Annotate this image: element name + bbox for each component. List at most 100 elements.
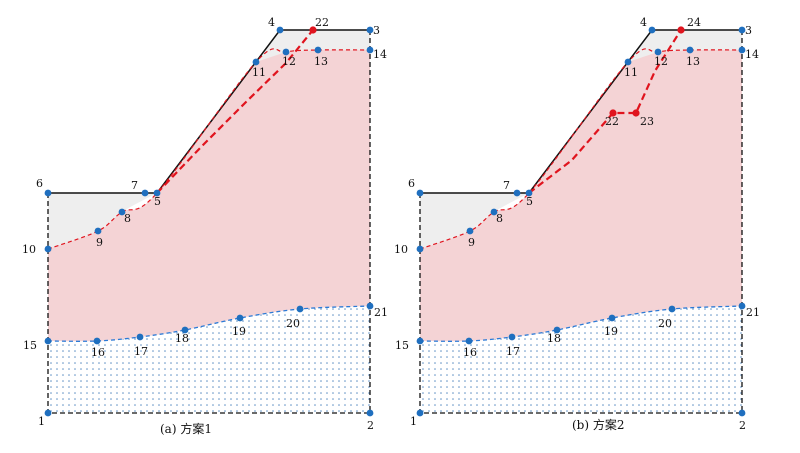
panel-caption: (b) 方案2 (572, 417, 625, 432)
slip-surface-line (528, 29, 682, 194)
outer-dashed-boundary (47, 30, 371, 414)
node-2 (366, 409, 374, 417)
node-10 (44, 245, 52, 253)
node-15 (416, 337, 424, 345)
node-6 (416, 189, 424, 197)
node-16 (93, 337, 101, 345)
node-6 (44, 189, 52, 197)
node-20 (668, 305, 676, 313)
node-label-14: 14 (745, 48, 759, 61)
node-label-9: 9 (96, 236, 103, 249)
node-label-12: 12 (282, 55, 296, 68)
node-5 (525, 189, 533, 197)
upper-layer-boundary (419, 48, 743, 250)
node-label-13: 13 (686, 55, 700, 68)
red-node-22 (609, 109, 617, 117)
node-12 (282, 48, 290, 56)
node-label-8: 8 (124, 212, 131, 225)
node-label-4: 4 (268, 16, 275, 29)
node-label-11: 11 (624, 66, 638, 79)
node-label-2: 2 (367, 419, 374, 432)
node-label-11: 11 (252, 66, 266, 79)
red-node-label-23: 23 (640, 115, 654, 128)
node-label-20: 20 (658, 317, 672, 330)
node-label-18: 18 (175, 332, 189, 345)
node-1 (416, 409, 424, 417)
node-17 (508, 333, 516, 341)
node-label-10: 10 (394, 243, 408, 256)
node-12 (654, 48, 662, 56)
node-label-19: 19 (604, 325, 618, 338)
red-node-label-22: 22 (315, 16, 329, 29)
node-18 (181, 326, 189, 334)
node-label-8: 8 (496, 212, 503, 225)
middle-layer-fill (48, 48, 370, 342)
top-right-layer-fill (628, 30, 742, 62)
node-11 (624, 58, 632, 66)
node-7 (141, 189, 149, 197)
node-label-21: 21 (746, 306, 760, 319)
node-label-9: 9 (468, 236, 475, 249)
node-label-14: 14 (373, 48, 387, 61)
node-label-6: 6 (36, 177, 43, 190)
node-label-20: 20 (286, 317, 300, 330)
node-4 (648, 26, 656, 34)
node-label-3: 3 (745, 24, 752, 37)
node-label-5: 5 (526, 195, 533, 208)
node-9 (94, 227, 102, 235)
outer-dashed-boundary (419, 30, 743, 414)
node-3 (738, 26, 746, 34)
top-right-layer-fill (256, 30, 370, 62)
node-7 (513, 189, 521, 197)
node-11 (252, 58, 260, 66)
bottom-layer-fill (48, 306, 370, 413)
upper-layer-boundary (47, 48, 371, 250)
node-20 (296, 305, 304, 313)
node-15 (44, 337, 52, 345)
node-13 (314, 46, 322, 54)
red-node-label-24: 24 (687, 16, 701, 29)
node-9 (466, 227, 474, 235)
node-label-16: 16 (463, 346, 477, 359)
node-label-7: 7 (503, 179, 510, 192)
node-14 (366, 46, 374, 54)
node-18 (553, 326, 561, 334)
node-label-17: 17 (506, 345, 520, 358)
node-label-18: 18 (547, 332, 561, 345)
node-label-19: 19 (232, 325, 246, 338)
node-label-15: 15 (395, 339, 409, 352)
middle-layer-fill (420, 48, 742, 342)
node-label-10: 10 (22, 243, 36, 256)
node-19 (608, 314, 616, 322)
top-left-layer-fill (48, 193, 157, 249)
node-14 (738, 46, 746, 54)
node-label-12: 12 (654, 55, 668, 68)
bottom-layer-fill (420, 306, 742, 413)
node-8 (118, 208, 126, 216)
red-node-label-22: 22 (605, 115, 619, 128)
node-label-15: 15 (23, 339, 37, 352)
node-10 (416, 245, 424, 253)
node-label-6: 6 (408, 177, 415, 190)
node-label-16: 16 (91, 346, 105, 359)
node-21 (738, 302, 746, 310)
node-label-3: 3 (373, 24, 380, 37)
node-21 (366, 302, 374, 310)
top-left-layer-fill (420, 193, 529, 249)
node-5 (153, 189, 161, 197)
node-label-21: 21 (374, 306, 388, 319)
node-4 (276, 26, 284, 34)
node-label-13: 13 (314, 55, 328, 68)
node-3 (366, 26, 374, 34)
node-label-1: 1 (38, 415, 45, 428)
node-13 (686, 46, 694, 54)
node-17 (136, 333, 144, 341)
node-label-4: 4 (640, 16, 647, 29)
panel-caption: (a) 方案1 (160, 421, 212, 436)
node-label-7: 7 (131, 179, 138, 192)
red-node-22 (309, 26, 317, 34)
node-label-5: 5 (154, 195, 161, 208)
slip-surface-line (156, 29, 314, 194)
